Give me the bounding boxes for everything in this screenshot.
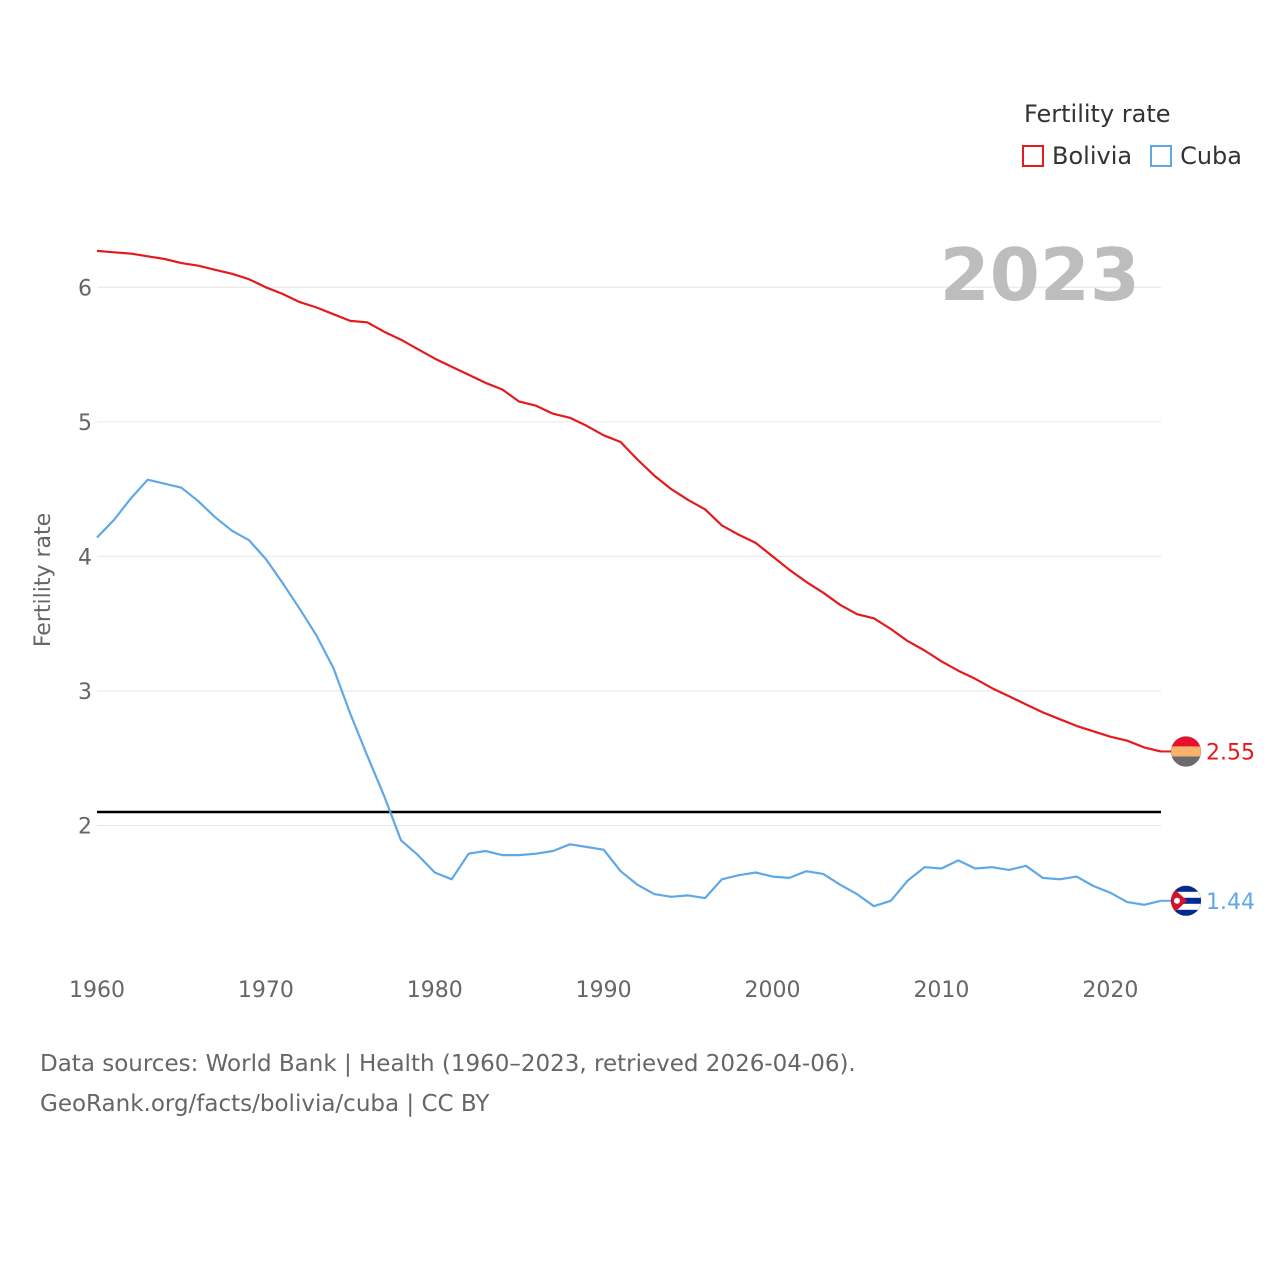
x-tick-label-1980: 1980	[407, 978, 463, 1003]
x-tick-label-2010: 2010	[913, 978, 969, 1003]
x-tick-label-2000: 2000	[745, 978, 801, 1003]
credit-link[interactable]: GeoRank.org/facts/bolivia/cuba | CC BY	[40, 1091, 490, 1117]
data-sources-text: Data sources: World Bank | Health (1960–…	[40, 1051, 856, 1077]
end-markers: 2.55 1.44	[1161, 735, 1255, 917]
legend-swatch-bolivia	[1022, 145, 1044, 167]
y-tick-label-6: 6	[78, 276, 92, 301]
flag-icon-bolivia	[1171, 736, 1201, 767]
x-tick-label-1960: 1960	[69, 978, 125, 1003]
footer: Data sources: World Bank | Health (1960–…	[40, 1044, 856, 1124]
end-value-label-cuba: 1.44	[1206, 890, 1255, 915]
x-tick-label-1990: 1990	[576, 978, 632, 1003]
x-axis-ticks: 1960 1970 1980 1990 2000 2010 2020	[69, 978, 1138, 1003]
y-tick-label-4: 4	[78, 545, 92, 570]
legend-label-bolivia: Bolivia	[1052, 142, 1133, 170]
legend-item-bolivia[interactable]: Bolivia	[1022, 142, 1132, 170]
y-axis-label: Fertility rate	[31, 513, 56, 647]
x-tick-label-1970: 1970	[238, 978, 294, 1003]
year-label: 2023	[940, 233, 1140, 317]
legend-swatch-cuba	[1150, 145, 1173, 167]
y-tick-label-3: 3	[78, 680, 92, 705]
y-tick-label-5: 5	[78, 411, 92, 436]
x-tick-label-2020: 2020	[1082, 978, 1138, 1003]
end-value-label-bolivia: 2.55	[1206, 740, 1255, 765]
series-lines	[96, 249, 1162, 908]
grid-lines	[97, 286, 1161, 826]
legend-label-cuba: Cuba	[1180, 142, 1242, 170]
legend-item-cuba[interactable]: Cuba	[1150, 142, 1242, 170]
flag-icon-cuba	[1171, 885, 1201, 916]
legend-title: Fertility rate	[1024, 100, 1171, 128]
y-axis-ticks: 2 3 4 5 6	[78, 276, 92, 839]
series-line-cuba	[96, 478, 1162, 908]
y-tick-label-2: 2	[78, 814, 92, 839]
series-line-bolivia	[96, 249, 1162, 753]
legend: Bolivia Cuba	[1022, 142, 1260, 170]
